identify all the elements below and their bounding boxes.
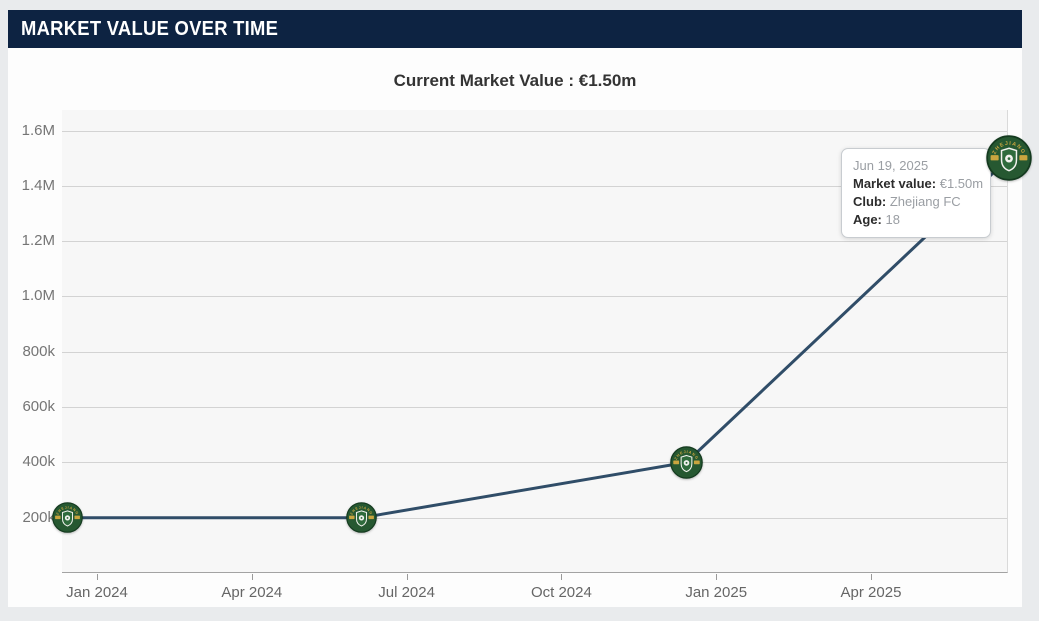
y-axis-label: 600k (22, 398, 55, 416)
chart-tooltip: Jun 19, 2025 Market value: €1.50m Club: … (841, 148, 991, 238)
market-value-line (67, 157, 1010, 520)
current-market-value-title: Current Market Value : €1.50m (393, 71, 637, 90)
y-axis-label: 1.0M (21, 287, 55, 305)
x-axis-label: Oct 2024 (530, 584, 592, 601)
tooltip-age: Age: 18 (853, 212, 900, 227)
gridline (62, 462, 1007, 464)
club-badge-icon[interactable]: ZHEJIANG (986, 135, 1032, 181)
gridline (62, 241, 1007, 243)
tooltip-date: Jun 19, 2025 (853, 158, 929, 173)
gridline (62, 185, 1007, 187)
gridline (62, 296, 1007, 298)
x-axis-tick (97, 574, 98, 580)
section-title: MARKET VALUE OVER TIME (21, 17, 279, 40)
y-axis-label: 1.6M (21, 121, 55, 139)
x-axis-tick (251, 574, 253, 580)
club-badge-icon[interactable]: ZHEJIANG (670, 446, 703, 479)
x-axis-tick (871, 574, 872, 580)
chart-card: Current Market Value : €1.50m 1.6M 1.4M 1.… (8, 48, 1032, 607)
gridline (62, 407, 1007, 409)
x-axis-label: Apr 2025 (840, 584, 902, 601)
y-axis-label: 400k (22, 453, 55, 471)
gridline (62, 130, 1007, 132)
tooltip-market-value: Market value: €1.50m (853, 176, 984, 191)
gridline (62, 517, 1007, 519)
x-axis-label: Jan 2025 (685, 584, 748, 601)
x-axis-tick (716, 574, 718, 580)
x-axis-label: Jan 2024 (66, 584, 128, 601)
x-axis-tick (406, 574, 408, 580)
gridline (62, 351, 1007, 353)
x-axis-tick (561, 574, 563, 580)
club-badge-icon[interactable]: ZHEJIANG (346, 502, 377, 533)
club-badge-icon[interactable]: ZHEJIANG (51, 502, 83, 533)
y-axis-label: 1.4M (21, 176, 55, 194)
y-axis-label: 800k (22, 342, 55, 360)
section-header: MARKET VALUE OVER TIME (8, 10, 1022, 48)
tooltip-club: Club: Zhejiang FC (853, 194, 961, 209)
x-axis-label: Jul 2024 (378, 584, 435, 601)
y-axis-label: 200k (22, 508, 55, 526)
y-axis-label: 1.2M (21, 232, 55, 250)
x-axis-label: Apr 2024 (221, 584, 283, 601)
